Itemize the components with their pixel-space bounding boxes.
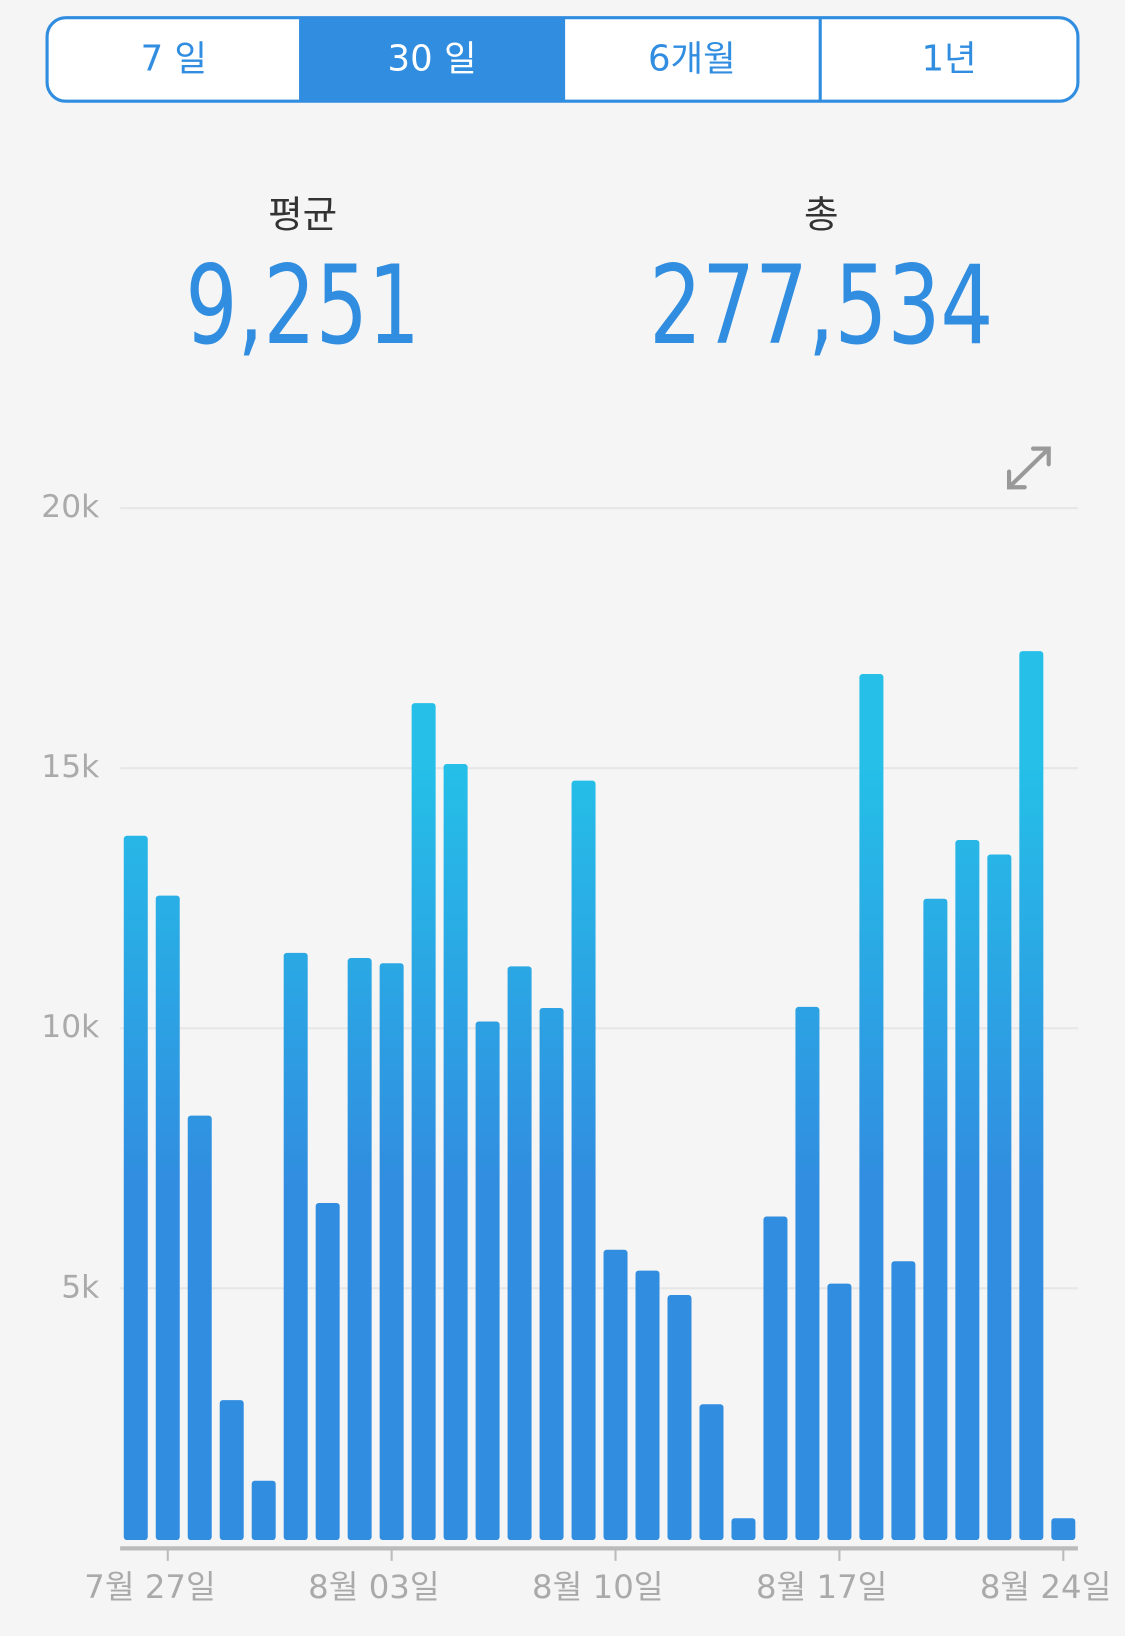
bar (251, 1480, 276, 1541)
bar (795, 1006, 820, 1541)
bar (827, 1283, 852, 1541)
bar (731, 1518, 756, 1541)
bar (859, 674, 884, 1541)
y-tick-label: 10k (41, 1009, 100, 1045)
bar (475, 1021, 500, 1541)
bar (667, 1295, 692, 1541)
bar (987, 854, 1012, 1541)
tab[interactable]: 7 일 (141, 39, 207, 80)
chart: 5k 10k 15k 20k 7월 27일 8월 03일 8월 10일 8월 17일 8월 24… (41, 489, 1111, 1606)
tab-bar: 7 일 30 일 6개월 1년 (45, 16, 1080, 103)
stat-label: 총 (804, 193, 839, 237)
expand-icon[interactable] (1006, 446, 1051, 490)
tab[interactable]: 30 일 (388, 39, 477, 80)
y-tick-label: 20k (41, 489, 100, 525)
bar (187, 1115, 212, 1541)
tab[interactable]: 1년 (921, 39, 976, 80)
bar (315, 1202, 340, 1541)
bar (635, 1270, 660, 1541)
bar (283, 952, 308, 1541)
x-tick-label: 7월 27일 (84, 1568, 215, 1606)
bar (891, 1261, 916, 1541)
bar (699, 1404, 724, 1541)
bar (507, 966, 532, 1541)
stat-value: 9,251 (185, 242, 420, 369)
bar (1019, 651, 1044, 1541)
tab-selected (300, 17, 564, 102)
bar (443, 764, 468, 1541)
bar (347, 958, 372, 1541)
tab[interactable]: 6개월 (648, 39, 736, 80)
x-tick-label: 8월 10일 (532, 1568, 663, 1606)
stat-value: 277,534 (649, 242, 993, 369)
bar (571, 780, 596, 1541)
stats: 평균 9,251 총 277,534 (185, 193, 993, 369)
bar (603, 1249, 628, 1541)
x-tick-label: 8월 24일 (980, 1568, 1111, 1606)
stat-label: 평균 (268, 193, 337, 237)
bar (155, 895, 180, 1541)
bar (1051, 1518, 1076, 1541)
bar (219, 1400, 244, 1541)
bar (379, 963, 404, 1541)
bar (539, 1007, 564, 1541)
x-tick-label: 8월 03일 (308, 1568, 439, 1606)
bar (923, 898, 948, 1541)
bar (955, 839, 980, 1541)
y-tick-label: 5k (61, 1269, 100, 1305)
x-tick-label: 8월 17일 (756, 1568, 887, 1606)
y-tick-label: 15k (41, 749, 100, 785)
bar (763, 1216, 788, 1541)
bar (411, 703, 436, 1541)
bar (123, 835, 148, 1541)
